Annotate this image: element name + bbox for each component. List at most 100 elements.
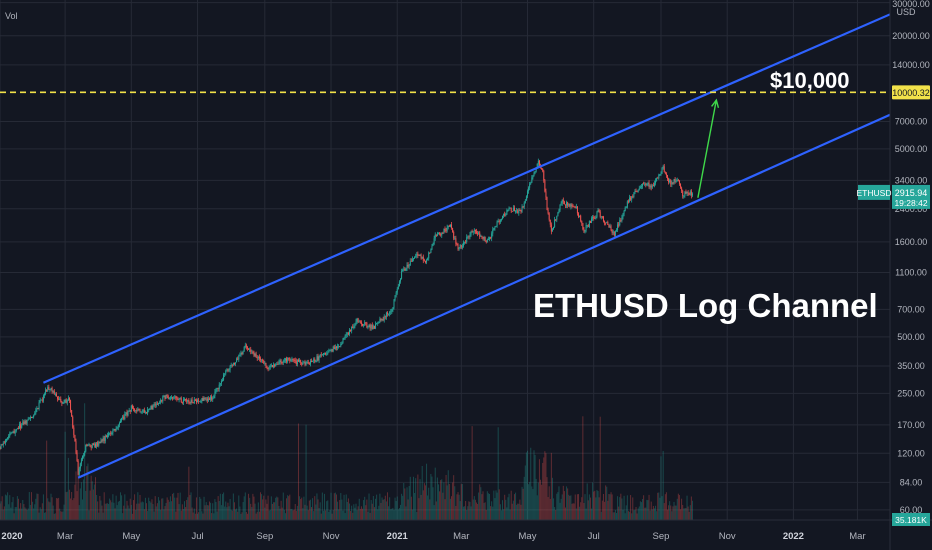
volume-bar-288 bbox=[312, 498, 314, 520]
volume-bar-34 bbox=[36, 493, 38, 520]
volume-bar-608 bbox=[659, 497, 661, 520]
candle-body-363 bbox=[393, 299, 395, 308]
volume-bar-481 bbox=[521, 486, 523, 520]
volume-bar-504 bbox=[546, 477, 548, 520]
volume-bar-506 bbox=[548, 486, 550, 520]
candle-body-370 bbox=[401, 271, 403, 279]
candle-body-552 bbox=[598, 210, 600, 212]
candle-body-8 bbox=[8, 436, 10, 439]
candle-body-485 bbox=[525, 196, 527, 201]
volume-bar-361 bbox=[391, 508, 393, 520]
candle-body-501 bbox=[543, 170, 545, 181]
candle-body-93 bbox=[100, 440, 102, 444]
volume-bar-416 bbox=[451, 496, 453, 520]
candle-body-322 bbox=[348, 329, 350, 335]
volume-bar-37 bbox=[39, 507, 41, 520]
volume-bar-556 bbox=[602, 493, 604, 520]
volume-bar-482 bbox=[522, 488, 524, 520]
volume-bar-89 bbox=[96, 495, 98, 520]
candle-body-136 bbox=[147, 409, 149, 414]
volume-bar-463 bbox=[502, 500, 504, 520]
candle-body-38 bbox=[40, 399, 42, 401]
candle-body-207 bbox=[224, 373, 226, 375]
candle-body-466 bbox=[505, 214, 507, 216]
volume-bar-435 bbox=[471, 426, 473, 520]
candle-body-555 bbox=[601, 216, 603, 218]
volume-bar-287 bbox=[311, 507, 312, 520]
volume-bar-250 bbox=[270, 496, 272, 520]
volume-bar-531 bbox=[575, 508, 577, 520]
volume-bar-454 bbox=[492, 506, 494, 520]
volume-bar-223 bbox=[241, 512, 243, 520]
volume-bar-24 bbox=[25, 508, 27, 520]
volume-bar-538 bbox=[583, 502, 585, 520]
candle-body-306 bbox=[331, 349, 333, 352]
volume-bar-386 bbox=[418, 498, 420, 520]
volume-bar-211 bbox=[228, 506, 230, 520]
volume-bar-566 bbox=[613, 512, 615, 520]
candle-body-631 bbox=[684, 191, 686, 197]
volume-bar-484 bbox=[524, 465, 526, 520]
volume-bar-50 bbox=[53, 513, 55, 520]
volume-bar-332 bbox=[359, 508, 361, 520]
volume-bar-525 bbox=[569, 495, 571, 520]
candle-body-217 bbox=[235, 362, 237, 364]
volume-bar-261 bbox=[282, 492, 284, 520]
candle-body-429 bbox=[465, 241, 467, 243]
candle-body-414 bbox=[448, 225, 450, 227]
volume-bar-113 bbox=[122, 513, 124, 520]
volume-bar-494 bbox=[535, 478, 537, 520]
candle-body-153 bbox=[165, 394, 167, 399]
candle-body-82 bbox=[88, 444, 90, 446]
candle-body-304 bbox=[329, 350, 331, 351]
volume-bar-603 bbox=[653, 508, 655, 520]
candle-body-3 bbox=[2, 442, 4, 446]
candle-body-295 bbox=[319, 354, 321, 357]
candle-body-365 bbox=[395, 292, 397, 296]
volume-bar-149 bbox=[161, 498, 163, 520]
volume-bar-215 bbox=[232, 493, 234, 520]
candle-body-600 bbox=[650, 185, 652, 188]
candle-body-610 bbox=[661, 167, 663, 174]
volume-bar-430 bbox=[466, 510, 468, 520]
volume-bar-0 bbox=[0, 503, 1, 520]
volume-bar-1 bbox=[0, 501, 2, 520]
candle-body-468 bbox=[507, 209, 509, 211]
y-tick-label: 120.00 bbox=[897, 448, 925, 458]
candle-body-35 bbox=[37, 408, 39, 410]
candle-body-9 bbox=[9, 433, 11, 437]
volume-bar-591 bbox=[640, 502, 642, 520]
volume-bar-128 bbox=[138, 503, 140, 520]
candle-body-616 bbox=[668, 178, 670, 183]
x-tick-label: 2021 bbox=[387, 531, 409, 542]
candle-body-392 bbox=[424, 260, 426, 263]
volume-bar-403 bbox=[436, 477, 438, 520]
candle-body-489 bbox=[530, 182, 532, 184]
volume-bar-160 bbox=[173, 492, 175, 520]
volume-bar-599 bbox=[649, 510, 651, 520]
candle-body-321 bbox=[347, 333, 349, 335]
candle-body-341 bbox=[369, 324, 371, 329]
candle-body-596 bbox=[646, 183, 648, 186]
candle-body-62 bbox=[66, 400, 68, 403]
volume-bar-305 bbox=[330, 492, 332, 520]
volume-bar-388 bbox=[420, 494, 422, 520]
volume-bar-360 bbox=[390, 509, 392, 520]
volume-bar-636 bbox=[689, 505, 691, 520]
volume-bar-417 bbox=[452, 482, 454, 520]
candle-body-546 bbox=[592, 217, 594, 219]
candle-body-272 bbox=[294, 360, 296, 362]
candle-body-238 bbox=[257, 356, 259, 359]
candle-body-145 bbox=[156, 403, 158, 405]
volume-bar-346 bbox=[375, 498, 377, 520]
volume-bar-55 bbox=[59, 508, 61, 520]
volume-bar-79 bbox=[85, 490, 87, 520]
volume-bar-604 bbox=[655, 505, 657, 520]
candle-body-124 bbox=[134, 408, 136, 411]
time-axis[interactable]: 2020 Mar May Jul Sep Nov 2021 Mar May Jul Sep Nov 20… bbox=[0, 519, 932, 542]
candle-body-60 bbox=[64, 399, 66, 403]
candle-body-612 bbox=[663, 166, 665, 172]
volume-bar-322 bbox=[348, 503, 350, 520]
candle-body-314 bbox=[340, 344, 342, 347]
